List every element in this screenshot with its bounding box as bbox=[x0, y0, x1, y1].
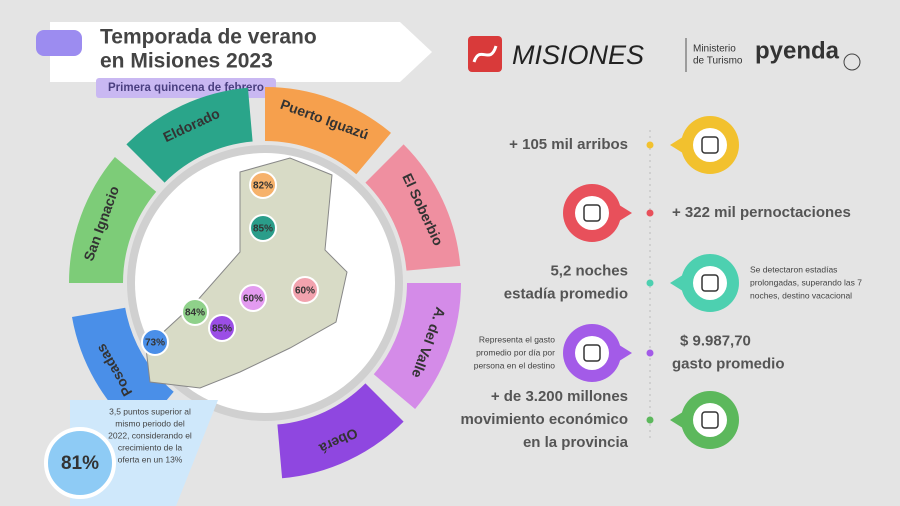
stat-text: + 105 mil arribos bbox=[509, 136, 628, 153]
region-segment bbox=[373, 283, 461, 409]
stat-note: Representa el gasto bbox=[479, 334, 555, 344]
icon-inner bbox=[575, 336, 609, 370]
map-pin-label: 82% bbox=[253, 181, 273, 192]
icon-inner bbox=[693, 403, 727, 437]
note-line: crecimiento de la bbox=[118, 442, 183, 452]
logo-ministry: Ministerio bbox=[693, 44, 736, 55]
stat-note: persona en el destino bbox=[474, 360, 556, 370]
stat-text: gasto promedio bbox=[672, 355, 785, 372]
timeline-dot bbox=[646, 209, 654, 217]
region-segment bbox=[126, 87, 253, 183]
map-pin-label: 73% bbox=[145, 338, 165, 349]
region-segment bbox=[69, 157, 157, 283]
timeline-dot bbox=[646, 279, 654, 287]
map-pin bbox=[249, 214, 277, 242]
icon-inner bbox=[693, 128, 727, 162]
region-segment bbox=[265, 87, 391, 175]
map-pin bbox=[249, 171, 277, 199]
map-pin-label: 85% bbox=[253, 224, 273, 235]
stats: + 105 mil arribos + 322 mil pernoctacione… bbox=[460, 116, 862, 451]
map-pin bbox=[291, 276, 319, 304]
logo-pyenda: pyenda bbox=[755, 37, 840, 64]
map-pin-label: 60% bbox=[243, 294, 263, 305]
note-line: 2022, considerando el bbox=[108, 430, 192, 440]
icon-glyph bbox=[701, 274, 719, 292]
timeline-dot bbox=[646, 416, 654, 424]
title: en Misiones 2023 bbox=[100, 50, 273, 73]
timeline-dot bbox=[646, 349, 654, 357]
map-pin bbox=[239, 284, 267, 312]
logo-globe bbox=[843, 53, 861, 71]
stat-text: + 322 mil pernoctaciones bbox=[672, 204, 851, 221]
total-value: 81% bbox=[61, 453, 99, 474]
stat-text: estadía promedio bbox=[504, 285, 628, 302]
map-pin bbox=[208, 314, 236, 342]
stat-text: en la provincia bbox=[523, 434, 629, 451]
total-circle bbox=[44, 427, 116, 499]
map-pin bbox=[181, 298, 209, 326]
stat-text: 5,2 noches bbox=[550, 262, 628, 279]
map-pin-label: 84% bbox=[185, 308, 205, 319]
map-pin-label: 60% bbox=[295, 286, 315, 297]
note-line: oferta en un 13% bbox=[118, 454, 183, 464]
map-pin bbox=[141, 328, 169, 356]
stat-text: + de 3.200 millones bbox=[491, 388, 628, 405]
stat-note: promedio por día por bbox=[476, 347, 555, 357]
icon-glyph bbox=[701, 136, 719, 154]
region-segment bbox=[365, 144, 461, 271]
region-segment bbox=[277, 383, 404, 479]
title: Temporada de verano bbox=[100, 26, 317, 49]
logo-mark bbox=[472, 45, 498, 63]
icon-glyph bbox=[583, 204, 601, 222]
stat-note: Se detectaron estadías bbox=[750, 264, 837, 274]
timeline-dot bbox=[646, 141, 654, 149]
stat-note: noches, destino vacacional bbox=[750, 290, 852, 300]
note-line: 3,5 puntos superior al bbox=[109, 406, 191, 416]
icon-glyph bbox=[701, 411, 719, 429]
title-tab bbox=[36, 30, 82, 56]
map-pins: 82% 85% 84% 60% 85% 60% 73% bbox=[141, 171, 319, 356]
logo-ministry: de Turismo bbox=[693, 56, 743, 67]
note-text: 3,5 puntos superior al mismo periodo del 2… bbox=[108, 406, 192, 464]
title-banner bbox=[50, 22, 432, 82]
subtitle: Primera quincena de febrero bbox=[108, 82, 264, 94]
stat-text: movimiento económico bbox=[460, 411, 628, 428]
stat-note: prolongadas, superando las 7 bbox=[750, 277, 862, 287]
icon-inner bbox=[693, 266, 727, 300]
logo-misiones: MISIONES bbox=[512, 40, 644, 70]
note-line: mismo periodo del bbox=[115, 418, 185, 428]
map-pin-label: 85% bbox=[212, 324, 232, 335]
stat-text: $ 9.987,70 bbox=[680, 332, 751, 349]
icon-glyph bbox=[583, 344, 601, 362]
icon-inner bbox=[575, 196, 609, 230]
